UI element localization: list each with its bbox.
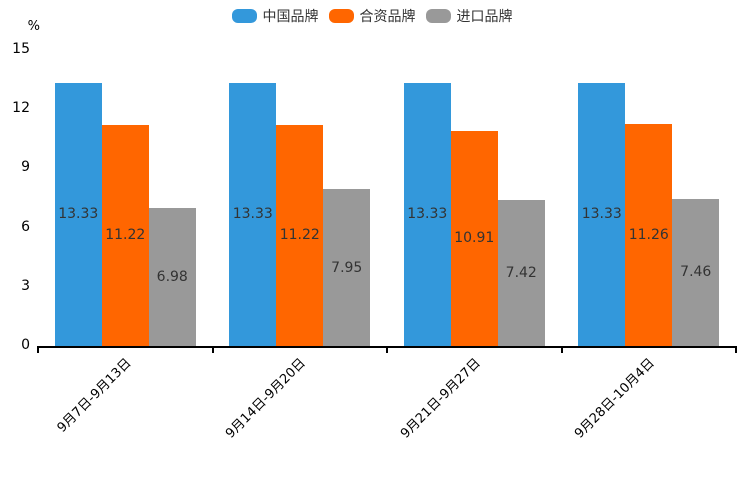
bar-series3-cat1[interactable]: 6.98 <box>148 208 196 346</box>
bar-value-label: 11.22 <box>279 227 320 244</box>
legend-item-2[interactable]: 合资品牌 <box>328 6 416 26</box>
bar-series1-cat2[interactable]: 13.33 <box>229 82 277 346</box>
bar-value-label: 7.46 <box>680 264 712 281</box>
bar-value-label: 13.33 <box>232 206 273 223</box>
y-axis-tick-label: 12 <box>12 100 30 117</box>
bar-series3-cat2[interactable]: 7.95 <box>323 189 371 346</box>
bar-value-label: 6.98 <box>156 269 188 286</box>
x-axis-category-label: 9月21日-9月27日 <box>397 355 484 442</box>
y-axis-tick-label: 3 <box>21 277 30 294</box>
bar-series3-cat3[interactable]: 7.42 <box>497 199 545 346</box>
x-axis-category-label: 9月28日-10月4日 <box>572 355 659 442</box>
legend-marker-icon <box>328 9 354 23</box>
legend-item-label: 进口品牌 <box>456 9 513 25</box>
bar-value-label: 7.42 <box>505 264 537 281</box>
x-axis-tick <box>211 346 214 353</box>
y-axis-tick-label: 6 <box>21 218 30 235</box>
y-axis-tick-label: 9 <box>21 159 30 176</box>
bar-series3-cat4[interactable]: 7.46 <box>672 198 720 346</box>
bar-series1-cat1[interactable]: 13.33 <box>54 82 102 346</box>
bar-value-label: 11.22 <box>105 227 146 244</box>
legend-marker-icon <box>231 9 257 23</box>
bar-series2-cat1[interactable]: 11.22 <box>101 124 149 346</box>
y-axis-unit-label: % <box>27 19 40 34</box>
bar-value-label: 7.95 <box>331 259 363 276</box>
legend-item-1[interactable]: 中国品牌 <box>231 6 319 26</box>
x-axis-tick <box>37 346 39 353</box>
y-axis-tick-label: 0 <box>21 337 30 353</box>
bar-value-label: 11.26 <box>628 226 669 243</box>
bar-series2-cat4[interactable]: 11.26 <box>625 123 673 346</box>
bar-value-label: 13.33 <box>407 206 448 223</box>
bar-series2-cat2[interactable]: 11.22 <box>276 124 324 346</box>
bar-value-label: 13.33 <box>58 206 99 223</box>
legend-item-label: 中国品牌 <box>262 9 319 25</box>
bar-series2-cat3[interactable]: 10.91 <box>450 130 498 346</box>
legend-marker-icon <box>425 9 451 23</box>
x-axis-tick <box>560 346 563 353</box>
x-axis-tick <box>735 346 737 353</box>
bar-value-label: 10.91 <box>454 230 495 247</box>
bar-series1-cat4[interactable]: 13.33 <box>578 82 626 346</box>
x-axis-tick <box>386 346 388 353</box>
legend-item-label: 合资品牌 <box>359 9 416 25</box>
x-axis-category-label: 9月14日-9月20日 <box>223 355 310 442</box>
bar-value-label: 13.33 <box>581 206 622 223</box>
bar-series1-cat3[interactable]: 13.33 <box>403 82 451 346</box>
x-axis-category-label: 9月7日-9月13日 <box>54 355 135 436</box>
chart-legend: 中国品牌 合资品牌 进口品牌 <box>0 6 744 26</box>
legend-item-3[interactable]: 进口品牌 <box>425 6 513 26</box>
y-axis-tick-label: 15 <box>12 41 30 57</box>
